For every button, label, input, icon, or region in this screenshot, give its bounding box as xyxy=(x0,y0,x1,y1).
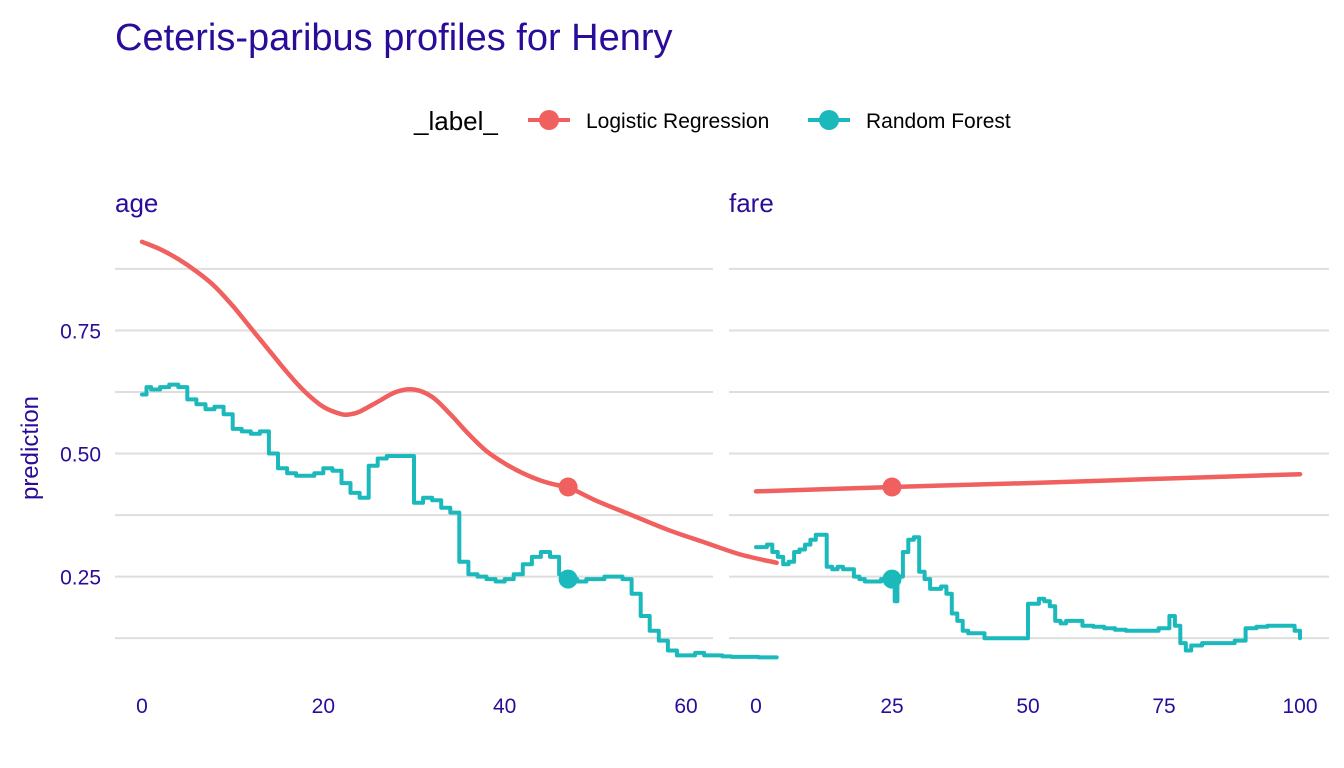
series-line-logistic-regression-fare xyxy=(753,471,1303,494)
legend-label-random-forest: Random Forest xyxy=(866,110,1011,133)
series-line-random-forest-fare xyxy=(754,532,1302,653)
y-tick-label: 0.50 xyxy=(60,444,101,467)
x-tick-label: 75 xyxy=(1152,695,1175,718)
observation-point-random-forest-age xyxy=(558,569,578,589)
x-tick-label: 0 xyxy=(750,695,762,718)
y-tick-label: 0.75 xyxy=(60,320,101,343)
x-tick-label: 50 xyxy=(1016,695,1039,718)
panel-fare: fare 0 25 50 75 100 xyxy=(729,188,1329,718)
legend-key-random-forest xyxy=(808,110,850,130)
observation-point-logistic-regression-fare xyxy=(882,477,902,497)
x-tick-label: 20 xyxy=(312,695,335,718)
x-tick-label: 0 xyxy=(136,695,148,718)
legend-key-logistic-regression xyxy=(528,110,570,130)
panel-age: age 0 20 40 60 0.25 0.50 0.75 xyxy=(60,188,779,718)
legend-title: _label_ xyxy=(413,106,498,136)
panel-title-age: age xyxy=(115,188,158,218)
x-tick-label: 40 xyxy=(493,695,516,718)
observation-point-logistic-regression-age xyxy=(558,477,578,497)
x-tick-label: 100 xyxy=(1282,695,1317,718)
chart-title: Ceteris-paribus profiles for Henry xyxy=(115,17,673,59)
observation-point-random-forest-fare xyxy=(882,569,902,589)
panel-title-fare: fare xyxy=(729,188,774,218)
y-tick-label: 0.25 xyxy=(60,567,101,590)
legend: _label_ Logistic Regression Random Fores… xyxy=(413,106,1011,136)
x-tick-label: 60 xyxy=(674,695,697,718)
legend-label-logistic-regression: Logistic Regression xyxy=(586,110,769,133)
legend-key-dot xyxy=(539,110,559,130)
series-line-random-forest-age xyxy=(140,382,779,660)
series-line-logistic-regression-age xyxy=(139,239,779,566)
y-axis-label: prediction xyxy=(17,396,44,500)
legend-key-dot xyxy=(819,110,839,130)
x-tick-label: 25 xyxy=(880,695,903,718)
